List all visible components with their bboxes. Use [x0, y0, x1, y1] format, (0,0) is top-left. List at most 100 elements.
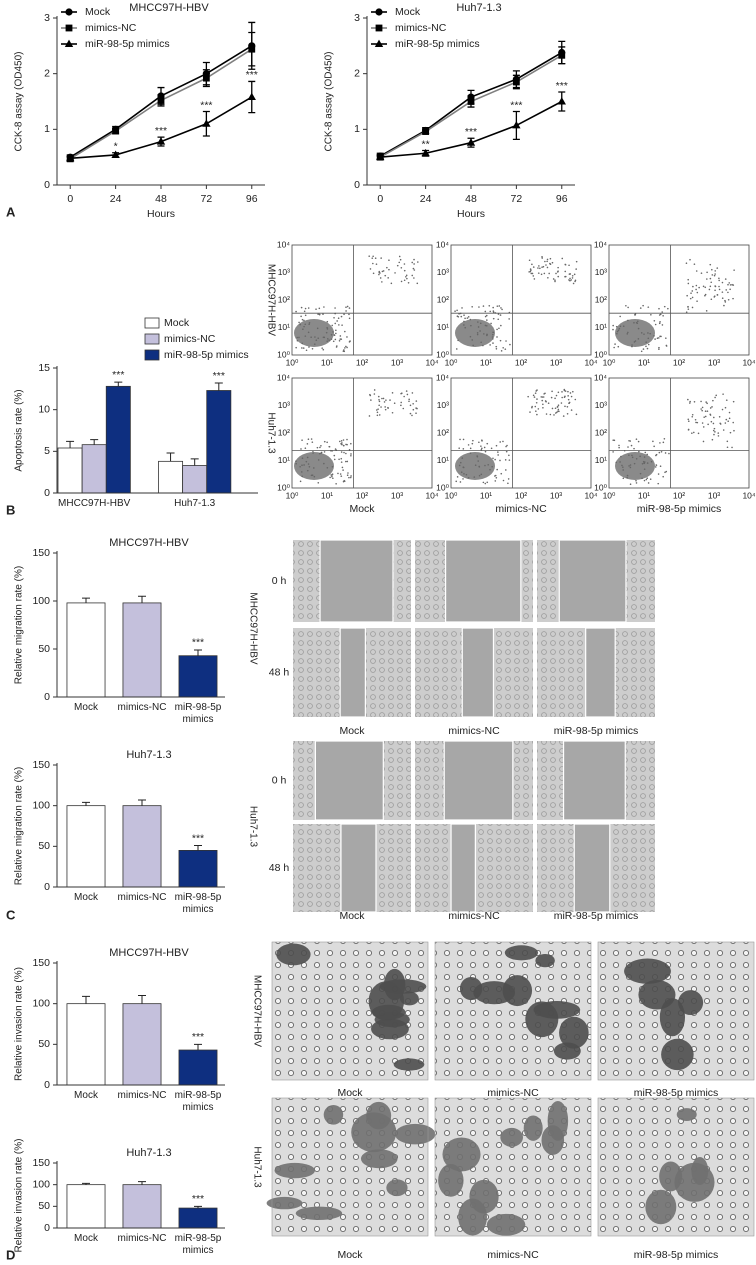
flow-dot — [405, 275, 407, 278]
flow-dot — [344, 347, 346, 349]
flow-dot — [557, 404, 560, 407]
flow-dot — [569, 279, 571, 282]
marker — [376, 152, 385, 161]
flow-dot — [492, 457, 494, 460]
flow-dot — [569, 277, 571, 280]
flow-dot — [376, 411, 379, 414]
flow-dot — [612, 451, 614, 453]
flow-dot — [417, 261, 419, 263]
flow-dot — [500, 324, 502, 327]
flow-dot — [326, 340, 329, 342]
marker — [421, 148, 430, 157]
flow-dot — [462, 478, 464, 480]
flow-dot — [612, 439, 615, 441]
flow-dot — [315, 308, 317, 310]
flow-dot — [566, 412, 569, 415]
flow-dot — [712, 422, 715, 425]
flow-dot — [653, 445, 655, 448]
flow-dot — [403, 263, 406, 265]
error-bar — [214, 382, 223, 391]
row-label: MHCC97H-HBV — [247, 592, 258, 665]
flow-dot — [415, 400, 418, 402]
y-tick-label: 100 — [32, 595, 50, 607]
flow-x-tick-label: 10⁰ — [445, 490, 458, 500]
legend-label: Mock — [85, 6, 111, 18]
cell-blob — [438, 1164, 464, 1197]
flow-y-tick-label: 10² — [595, 427, 607, 437]
flow-dot — [557, 410, 559, 412]
x-tick-label-box: Mock — [74, 1090, 98, 1101]
flow-dot — [310, 474, 313, 477]
flow-dot — [654, 466, 657, 468]
flow-dot — [326, 441, 328, 444]
cell-blob — [386, 1179, 408, 1197]
flow-dot — [371, 257, 374, 259]
flow-dot — [484, 464, 486, 467]
bar — [178, 850, 218, 888]
flow-dot — [710, 298, 713, 301]
flow-dot — [710, 281, 713, 284]
flow-dot — [368, 255, 371, 257]
flow-x-tick-label: 10¹ — [480, 357, 492, 367]
flow-dot — [300, 448, 302, 450]
flow-dot — [687, 428, 690, 431]
flow-y-tick-label: 10¹ — [437, 322, 449, 332]
x-tick-label: miR-98-5p mimics — [174, 702, 222, 725]
flow-dot — [390, 282, 393, 285]
flow-dot — [703, 416, 705, 418]
y-tick-label: 3 — [354, 12, 360, 24]
flow-dot — [622, 325, 625, 328]
flow-dot — [481, 447, 483, 450]
flow-dot — [325, 331, 328, 334]
flow-dot — [345, 460, 347, 463]
flow-dot — [726, 440, 729, 443]
flow-dot — [477, 321, 479, 323]
flow-dot — [343, 451, 345, 454]
col-label: Mock — [339, 725, 365, 737]
flow-dot — [502, 479, 505, 482]
cell-blob — [541, 1125, 565, 1155]
wound-gap — [340, 823, 377, 913]
flow-dot — [687, 282, 690, 285]
flow-dot — [498, 305, 501, 307]
flow-dot — [311, 474, 314, 477]
col-label: mimics-NC — [487, 1087, 539, 1099]
flow-dot — [561, 391, 563, 393]
flow-dot — [685, 311, 688, 313]
flow-x-tick-label: 10³ — [391, 357, 403, 367]
flow-y-tick-label: 10¹ — [595, 322, 607, 332]
flow-dot — [658, 322, 661, 325]
flow-dot — [727, 291, 729, 294]
flow-dot — [704, 294, 706, 297]
flow-dot — [687, 418, 690, 421]
x-tick-label: 96 — [556, 193, 568, 205]
flow-dot — [702, 426, 705, 428]
flow-dot — [534, 392, 537, 394]
flow-dot — [491, 336, 494, 338]
flow-dot — [300, 471, 303, 473]
annotation: *** — [246, 69, 258, 81]
flow-dot — [655, 464, 658, 466]
flow-dot — [537, 267, 539, 269]
flow-dot — [497, 318, 500, 321]
flow-dot — [342, 439, 345, 441]
flow-dot — [348, 317, 351, 320]
flow-dot — [631, 344, 633, 346]
flow-dot — [295, 462, 297, 465]
flow-dot — [318, 452, 321, 455]
flow-x-tick-label: 10² — [356, 490, 368, 500]
flow-dot — [298, 336, 300, 339]
flow-dot — [328, 339, 330, 342]
flow-y-tick-label: 10⁰ — [436, 349, 449, 359]
flow-dot — [484, 482, 487, 485]
flow-dot — [342, 469, 344, 471]
flow-dot — [459, 461, 462, 464]
flow-dot — [564, 270, 567, 273]
flow-dot — [341, 466, 344, 469]
flow-dot — [494, 458, 496, 461]
flow-dot — [301, 347, 303, 349]
flow-dot — [627, 306, 629, 309]
flow-dot — [697, 432, 700, 435]
flow-dot — [382, 397, 385, 400]
flow-dot — [547, 402, 550, 405]
